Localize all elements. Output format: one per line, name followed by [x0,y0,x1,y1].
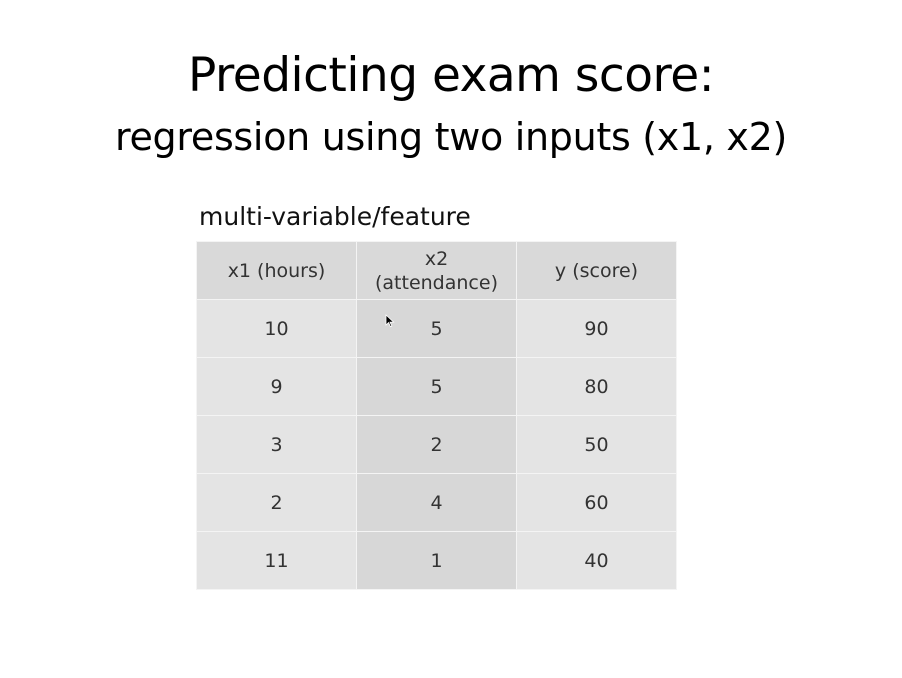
table-row: 3 2 50 [196,415,677,474]
table-cell: 9 [196,357,357,416]
header-label: x2 [424,247,449,270]
header-cell-x1: x1 (hours) [196,241,357,300]
table-body: 10 5 90 9 5 80 3 2 50 2 4 60 11 1 [196,299,677,590]
data-table: x1 (hours) x2 (attendance) y (score) 10 … [196,241,677,590]
header-label: x1 (hours) [227,259,326,282]
header-label: y (score) [554,259,639,282]
header-label-sub: (attendance) [375,271,498,294]
table-row: 9 5 80 [196,357,677,416]
table-cell: 3 [196,415,357,474]
header-row: x1 (hours) x2 (attendance) y (score) [196,241,677,300]
header-cell-x2: x2 (attendance) [356,241,517,300]
table-cell: 10 [196,299,357,358]
table-cell: 2 [356,415,517,474]
table-cell: 60 [516,473,677,532]
table-row: 11 1 40 [196,531,677,590]
table-cell: 5 [356,299,517,358]
table-cell: 40 [516,531,677,590]
table-cell: 4 [356,473,517,532]
table-cell: 50 [516,415,677,474]
table-header: x1 (hours) x2 (attendance) y (score) [196,241,677,300]
table-cell: 80 [516,357,677,416]
table-cell: 1 [356,531,517,590]
table-row: 2 4 60 [196,473,677,532]
mouse-pointer-icon [385,314,395,328]
header-cell-y: y (score) [516,241,677,300]
table-cell: 5 [356,357,517,416]
table-cell: 90 [516,299,677,358]
slide-subtitle: regression using two inputs (x1, x2) [114,115,787,159]
table-cell: 11 [196,531,357,590]
slide-title: Predicting exam score: [187,48,715,103]
table-row: 10 5 90 [196,299,677,358]
table-cell: 2 [196,473,357,532]
table-caption: multi-variable/feature [199,202,471,231]
